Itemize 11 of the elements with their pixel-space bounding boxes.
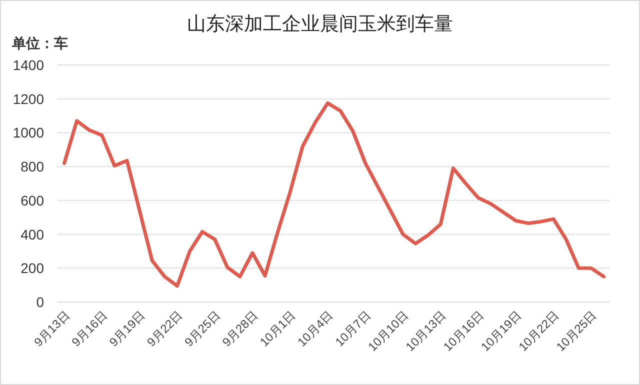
- y-tick-label: 800: [20, 158, 44, 175]
- y-axis-title: 单位：车: [11, 35, 68, 51]
- y-tick-label: 0: [36, 294, 44, 310]
- y-tick-label: 200: [20, 260, 44, 276]
- y-tick-label: 600: [20, 192, 44, 208]
- y-tick-label: 1200: [12, 90, 44, 107]
- y-tick-label: 400: [20, 226, 44, 242]
- chart-title: 山东深加工企业晨间玉米到车量: [187, 14, 453, 35]
- y-tick-label: 1400: [12, 57, 44, 73]
- line-series: [62, 101, 606, 288]
- y-tick-label: 1000: [12, 124, 44, 141]
